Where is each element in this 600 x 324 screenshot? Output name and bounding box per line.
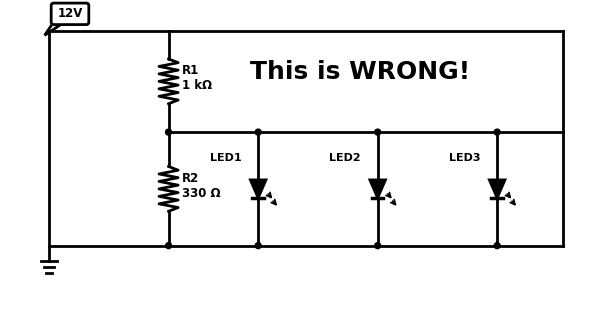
Text: R2
330 Ω: R2 330 Ω [182,172,220,200]
Text: LED3: LED3 [449,153,481,163]
Polygon shape [490,180,505,198]
Polygon shape [370,180,385,198]
Circle shape [374,243,380,249]
Text: LED2: LED2 [329,153,361,163]
Circle shape [255,243,261,249]
Circle shape [494,129,500,135]
Circle shape [374,129,380,135]
Text: 12V: 12V [58,7,83,20]
FancyBboxPatch shape [51,3,89,25]
Polygon shape [250,180,266,198]
Circle shape [494,243,500,249]
Circle shape [166,243,172,249]
Text: LED1: LED1 [210,153,241,163]
Circle shape [166,129,172,135]
Text: This is WRONG!: This is WRONG! [250,60,470,84]
Text: R1
1 kΩ: R1 1 kΩ [182,64,212,92]
Polygon shape [44,22,64,35]
Circle shape [255,129,261,135]
